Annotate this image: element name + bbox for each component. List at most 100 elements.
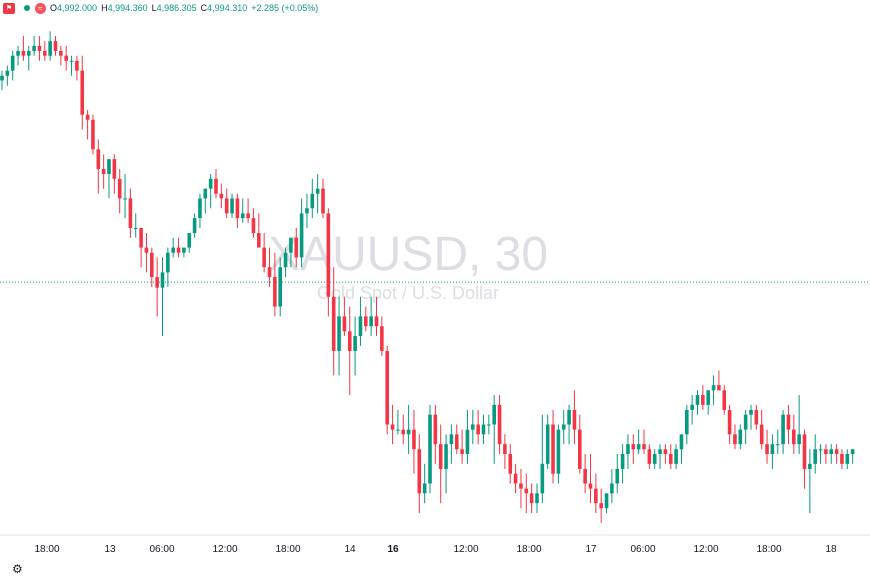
candle-body [578,429,582,469]
candle-body [198,198,202,219]
candle-body [727,409,732,435]
candle-body [406,429,411,435]
candle-body [722,390,727,410]
candle-body [508,454,513,474]
candle-body [150,252,154,278]
candle-body [85,114,90,120]
x-tick-label: 18 [825,544,837,555]
candle-body [107,159,111,175]
time-axis[interactable]: 18:00 13 06:00 12:00 18:00 14 16 12:00 18:00 17 06… [34,544,837,555]
candle-body [711,385,716,391]
candle-body [101,168,106,175]
watermark-symbol: XAUUSD, 30 [268,228,548,281]
candle-body [647,449,652,464]
candle-body [481,424,486,435]
candle-body [310,193,315,209]
candle-body [123,198,127,200]
candle-body [786,414,791,430]
candle-body [155,277,159,288]
candle-body [262,247,266,268]
candle-body [497,404,502,445]
candle-body [487,424,491,426]
candle-body [813,449,817,464]
candle-body [273,277,277,307]
candle-body [5,70,10,76]
price-chart[interactable]: XAUUSD, 30 Gold Spot / U.S. Dollar 18:00… [0,16,870,580]
flag-icon[interactable]: ⚑ [3,2,15,14]
x-tick-label: 13 [104,544,116,555]
compare-icon[interactable]: ≈ [35,2,46,14]
candle-body [701,395,705,405]
candle-body [454,434,459,450]
candle-body [759,424,764,445]
candle-body [460,449,464,455]
candle-body [615,468,620,484]
candle-body [706,390,710,405]
candle-body [37,45,42,51]
candle-body [208,178,213,189]
candle-body [540,463,545,494]
candle-body [471,424,475,430]
ohlc-open: O4,992.000 [50,3,98,13]
candle-body [53,41,58,51]
candle-body [551,424,555,474]
x-tick-label: 18:00 [516,544,541,555]
candle-body [390,424,395,430]
candle-body [845,454,850,464]
candle-body [588,483,593,489]
candle-body [315,188,320,194]
candle-body [326,213,331,297]
candle-body [449,434,454,445]
x-tick-label: 14 [344,544,356,555]
market-open-dot-icon [24,5,30,11]
candle-body [529,493,534,504]
candles [0,31,855,523]
candle-body [658,449,662,455]
candle-body [144,247,149,253]
candle-body [401,429,406,435]
candle-body [385,350,389,425]
candle-body [738,429,743,445]
x-tick-label: 06:00 [630,544,655,555]
candle-body [519,483,523,489]
candle-body [299,213,304,258]
candle-body [492,404,496,425]
candle-body [267,267,272,278]
candle-body [358,316,363,337]
candle-body [289,237,293,253]
candle-body [535,493,539,504]
candle-body [503,444,507,455]
candle-body [754,409,759,425]
candle-body [347,331,352,351]
candle-body [353,336,357,351]
candle-body [824,449,828,455]
candle-body [203,188,208,199]
candle-body [808,463,812,469]
price-change: +2.285 (+0.05%) [251,3,319,13]
candle-body [695,395,700,405]
candle-body [96,149,101,169]
candle-body [176,247,181,253]
chart-settings-icon[interactable]: ⚙ [12,562,23,576]
candle-body [26,50,31,56]
candle-body [545,424,550,464]
candle-body [251,218,256,234]
candle-body [663,449,668,455]
candle-body [187,233,192,248]
candle-body [417,449,422,494]
candle-body [850,449,855,455]
candle-body [139,227,143,248]
candle-body [278,267,282,307]
candle-body [781,414,785,445]
candle-body [117,178,122,199]
candle-body [765,444,769,455]
x-tick-label: 12:00 [453,544,478,555]
candle-body [294,237,299,258]
candle-body [80,70,85,115]
candle-body [476,424,480,435]
candle-body [283,252,288,268]
candle-body [396,429,400,431]
candle-body [171,247,175,253]
candle-body [16,50,20,56]
candle-body [513,473,518,484]
